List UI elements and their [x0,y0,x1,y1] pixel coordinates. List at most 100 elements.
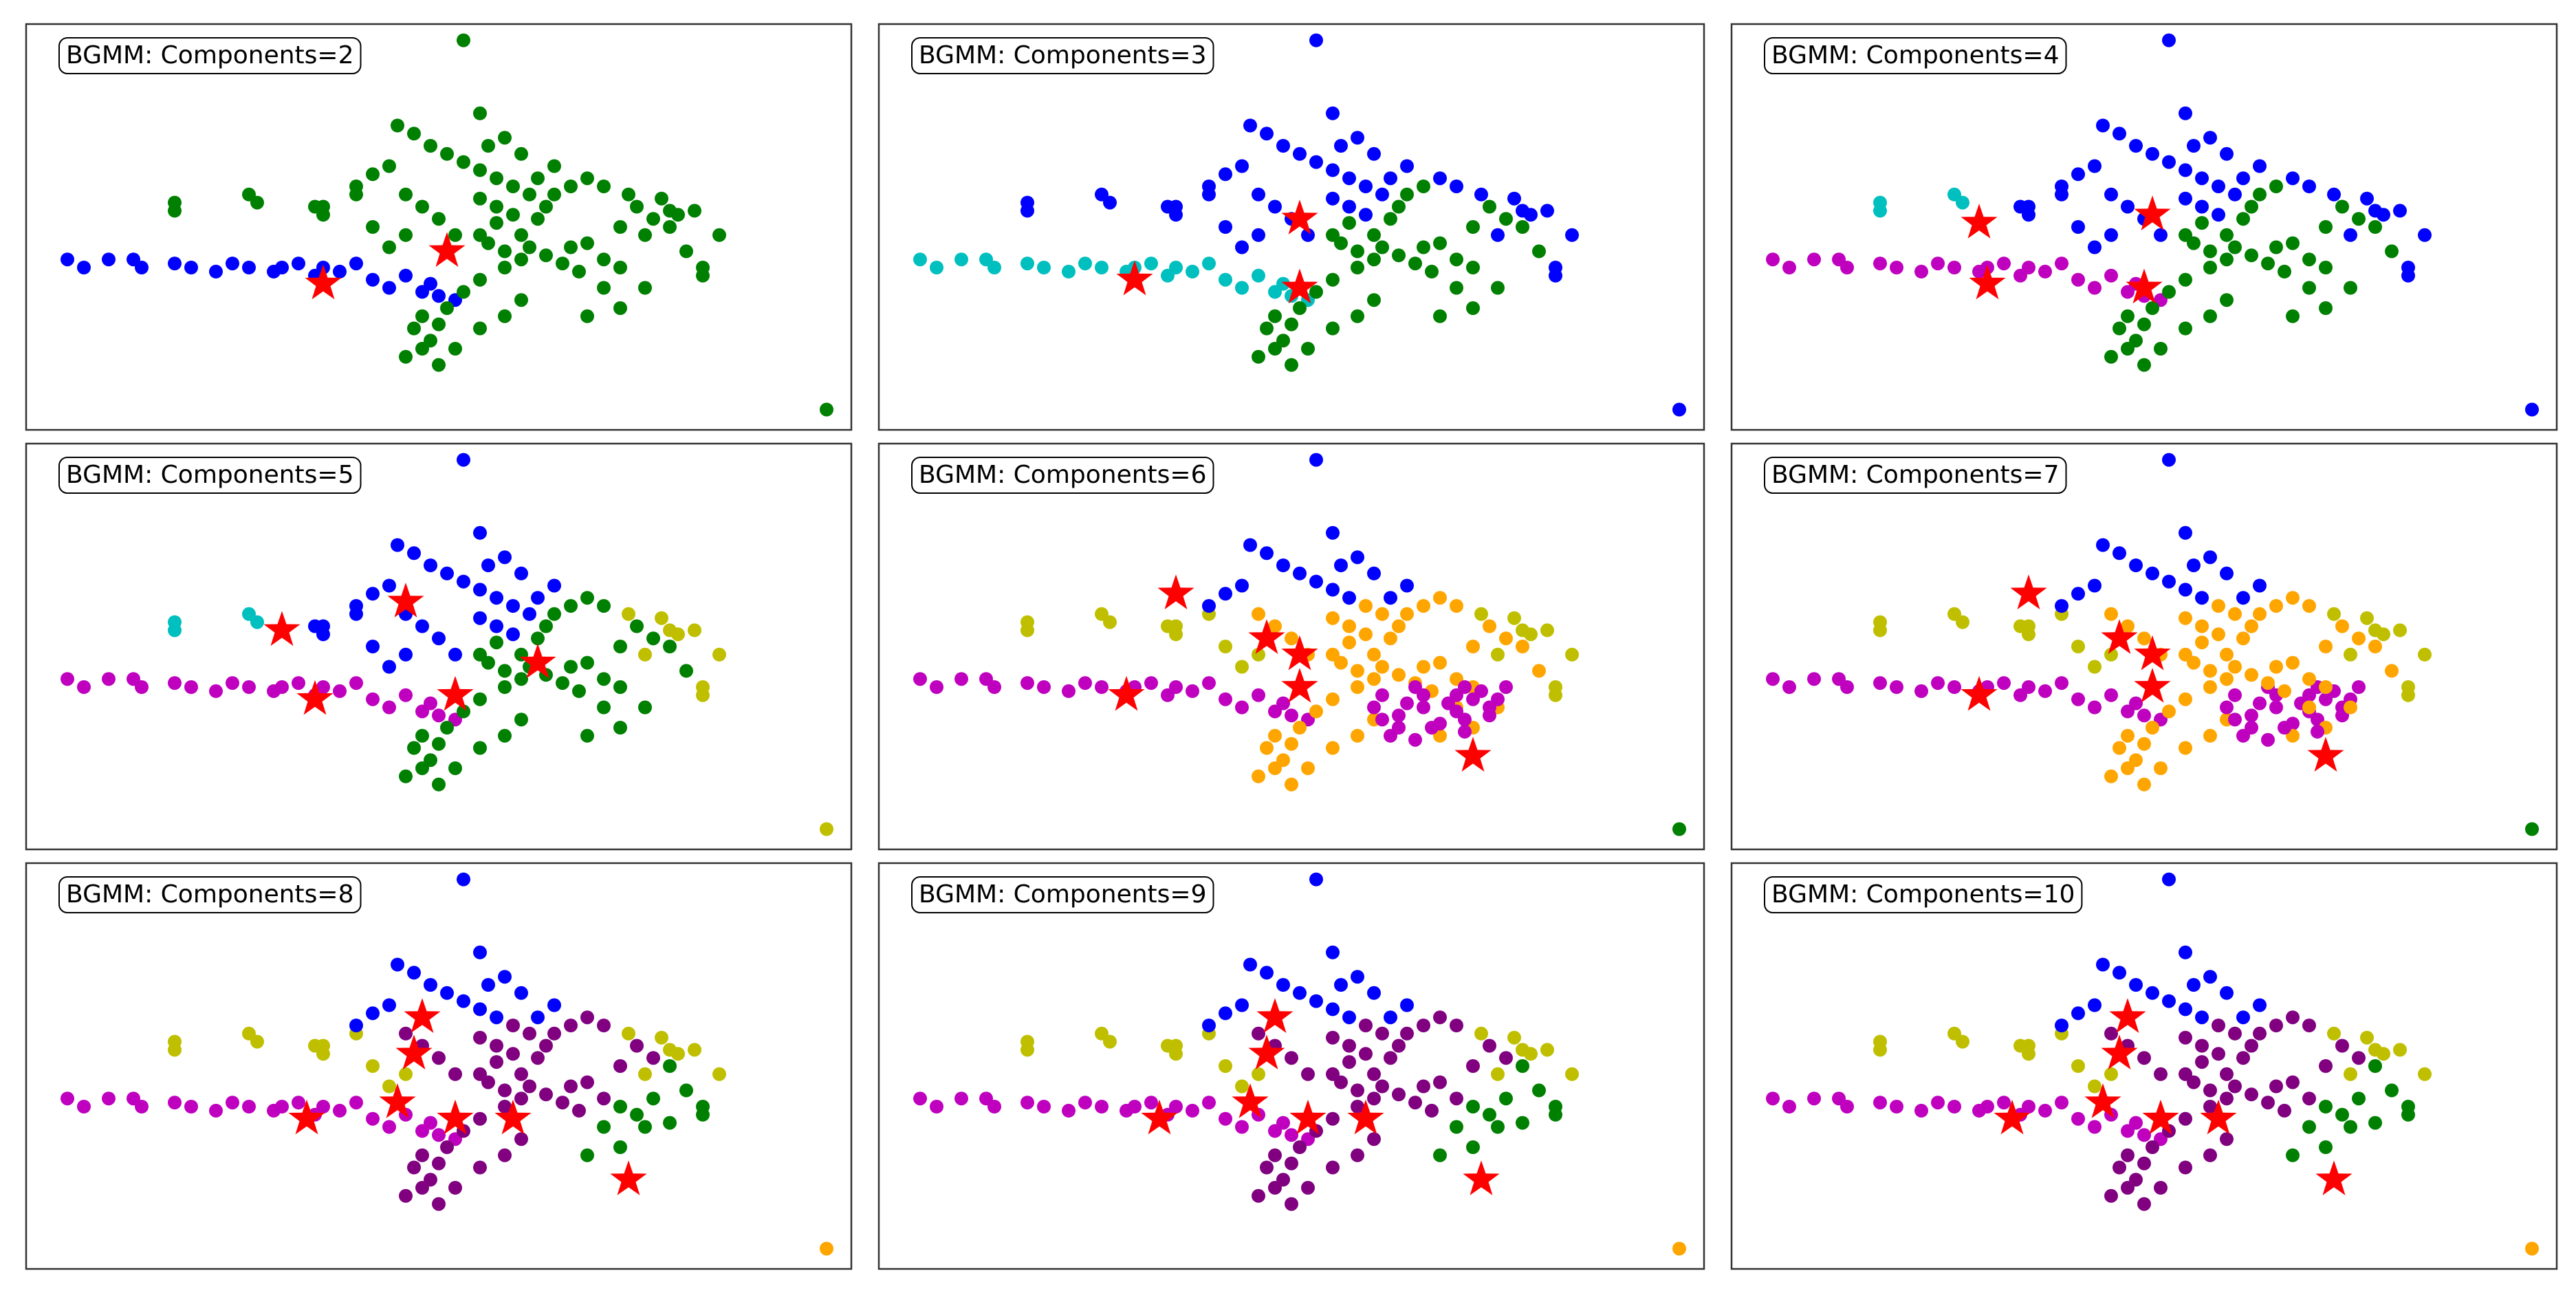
data-point [613,1140,627,1154]
data-point [531,1010,545,1025]
data-point [399,1067,413,1081]
data-point [580,309,594,323]
data-point [597,1019,611,1032]
data-point [2088,998,2102,1012]
data-point [316,619,330,633]
data-point [2088,1120,2102,1134]
data-point [1219,1111,1232,1126]
data-point [572,1103,586,1118]
data-point [473,945,487,959]
data-point [391,957,404,972]
data-point [1351,680,1364,694]
data-point [440,566,454,580]
data-point [597,700,611,715]
data-point [1524,208,1538,222]
centroid-star-marker [379,1083,416,1118]
data-point [2525,1241,2539,1256]
data-point [2113,741,2126,755]
data-point [2352,631,2366,646]
data-point [2104,228,2118,242]
data-point [1417,599,1430,613]
data-point [1540,623,1554,638]
data-point [2203,680,2217,694]
data-point [490,1039,503,1053]
data-point [2055,599,2069,613]
title-box [1764,457,2067,494]
data-point [1268,342,1282,356]
centroid-star-marker [404,998,441,1033]
data-point [671,1047,685,1061]
data-point [1285,708,1298,723]
data-point [242,680,256,694]
data-point [1491,647,1505,662]
data-point [506,627,520,642]
centroid-star-marker [1108,675,1145,711]
data-point [1367,228,1381,242]
data-point [1252,1188,1265,1203]
data-point [2154,342,2168,356]
data-point [2220,566,2234,580]
data-point [366,1111,380,1126]
data-point [2162,574,2176,589]
data-point [1433,1010,1447,1025]
data-point [2377,208,2390,222]
data-point [2137,1197,2151,1211]
data-point [2302,252,2316,267]
data-point [1219,692,1232,706]
data-point [349,1096,363,1110]
data-point [226,1096,239,1110]
data-point [473,1030,487,1045]
data-point [2071,220,2085,234]
data-point [1219,272,1232,287]
centroid-star-marker [288,1099,325,1135]
data-point [316,1039,330,1053]
data-point [2203,261,2217,274]
data-point [1766,252,1780,267]
data-point [2253,696,2267,710]
data-point [523,240,536,254]
data-point [2096,118,2110,133]
data-point [2302,1120,2316,1134]
data-point [514,146,528,161]
data-point [1375,1026,1389,1041]
data-point [135,261,149,274]
data-point [1252,1067,1265,1081]
data-point [1565,228,1579,242]
data-point [1285,358,1298,372]
data-point [2137,1156,2151,1171]
data-point [2137,358,2151,372]
data-point [646,1091,660,1106]
data-point [2302,672,2316,686]
data-point [2195,591,2209,605]
data-point [1285,1197,1298,1211]
data-point [547,998,561,1012]
data-point [1309,33,1323,47]
data-point [292,1096,305,1110]
data-point [2286,655,2300,670]
data-point [2121,342,2135,356]
data-point [382,159,396,173]
data-point [1235,240,1249,254]
data-point [1268,761,1282,775]
data-point [457,33,470,47]
data-point [531,591,545,605]
data-point [316,199,330,214]
data-point [473,321,487,336]
data-point [1483,1107,1496,1122]
data-point [2377,1047,2390,1061]
data-point [1285,317,1298,332]
data-point [1375,240,1389,254]
data-point [382,998,396,1012]
data-point [490,199,503,214]
data-point [2179,945,2192,959]
data-point [1433,309,1447,323]
data-point [1020,676,1034,691]
data-point [77,1100,91,1113]
data-point [646,631,660,646]
data-point [2236,631,2250,646]
data-point [2129,978,2143,992]
data-point [1276,276,1290,291]
data-point [1235,578,1249,593]
data-point [432,358,446,372]
data-point [250,1034,264,1049]
